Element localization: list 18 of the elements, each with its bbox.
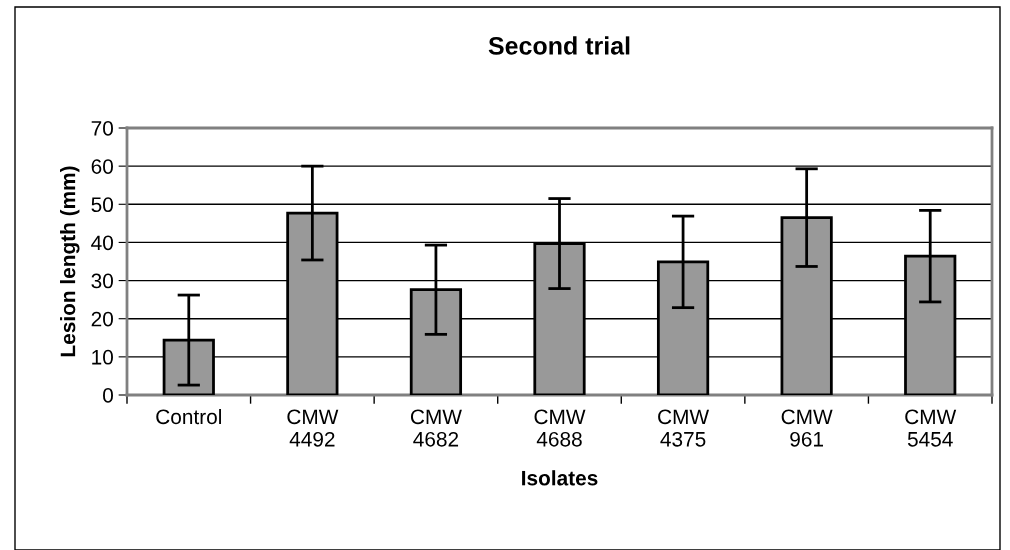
y-tick-label: 20 bbox=[91, 311, 113, 327]
y-tick-label: 70 bbox=[91, 121, 113, 136]
y-tick-label: 60 bbox=[91, 159, 113, 174]
x-tick-label: CMW 4375 bbox=[658, 409, 710, 447]
x-tick-label: Control bbox=[156, 408, 221, 425]
x-axis-title: Isolates bbox=[522, 470, 598, 486]
y-tick-label: 30 bbox=[91, 273, 113, 289]
y-tick-label: 0 bbox=[103, 388, 113, 403]
x-tick-label: CMW 961 bbox=[781, 409, 833, 447]
y-tick-label: 50 bbox=[91, 197, 113, 213]
x-tick-label: CMW 5454 bbox=[905, 409, 957, 447]
x-tick-label: CMW 4688 bbox=[534, 409, 586, 447]
y-axis-title: Lesion length (mm) bbox=[60, 166, 80, 357]
chart-title: Second trial bbox=[488, 36, 630, 55]
x-tick-label: CMW 4682 bbox=[410, 409, 462, 447]
y-tick-label: 40 bbox=[91, 235, 113, 251]
y-tick-label: 10 bbox=[92, 349, 113, 365]
x-tick-label: CMW 4492 bbox=[287, 409, 339, 447]
